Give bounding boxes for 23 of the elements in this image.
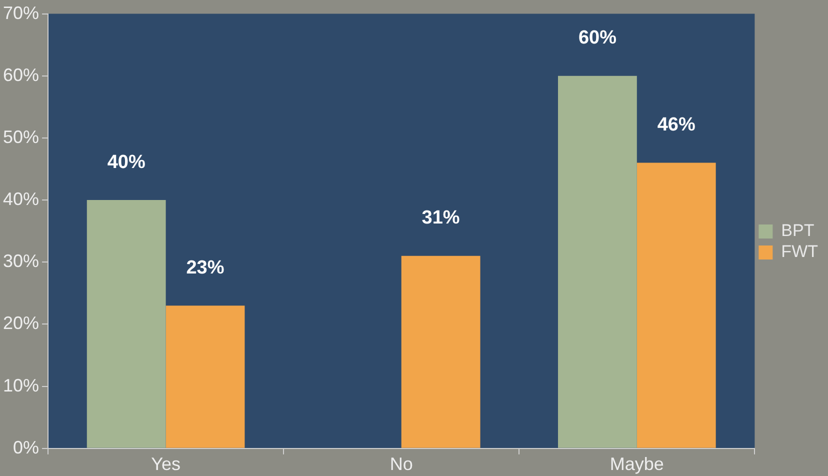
data-label: 31% [422, 208, 460, 229]
y-tick-label: 20% [2, 313, 40, 334]
data-label: 40% [107, 152, 146, 173]
data-label: 46% [657, 114, 696, 136]
data-label: 60% [578, 28, 617, 49]
y-tick-label: 70% [2, 2, 40, 23]
y-tick-label: 0% [13, 437, 40, 458]
bar [401, 256, 480, 448]
y-tick-label: 30% [2, 251, 40, 272]
bar [636, 162, 716, 448]
bar [86, 200, 166, 448]
bar [558, 76, 637, 448]
legend-label: FWT [781, 242, 818, 262]
x-tick-label: Yes [151, 454, 180, 474]
y-tick-label: 60% [2, 64, 40, 85]
y-tick-label: 40% [2, 189, 40, 210]
y-tick-label: 50% [2, 126, 40, 147]
bar [166, 306, 245, 448]
data-label: 23% [186, 257, 224, 278]
legend-label: BPT [781, 221, 814, 240]
x-tick-label: No [390, 454, 413, 474]
x-tick-label: Maybe [610, 454, 664, 474]
y-tick-label: 10% [2, 375, 40, 396]
